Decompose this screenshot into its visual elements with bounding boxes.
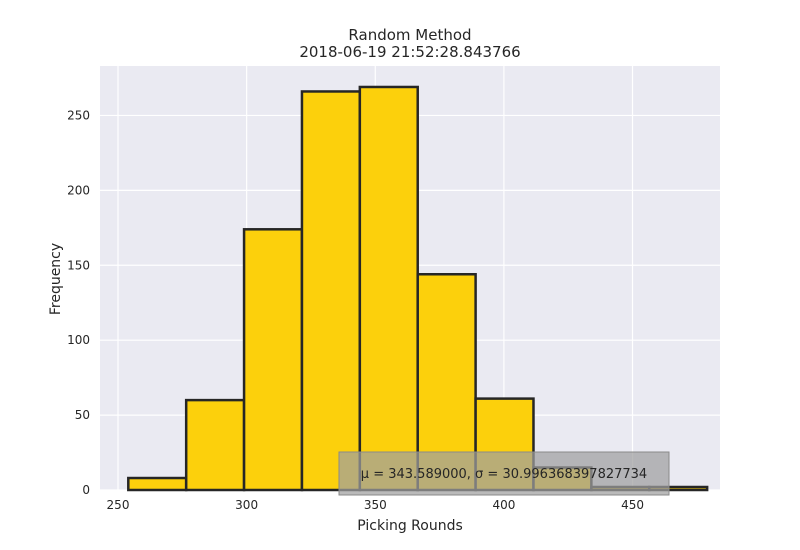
histogram-bar (184, 398, 246, 492)
y-axis-label: Frequency (48, 243, 64, 315)
y-tick-label: 100 (67, 333, 90, 347)
histogram-bar (242, 228, 304, 492)
annotation-box (338, 451, 670, 496)
x-tick-label: 250 (107, 498, 130, 512)
histogram-bar (358, 85, 419, 492)
stats-annotation: μ = 343.589000, σ = 30.996368397827734 (338, 451, 670, 496)
chart-subtitle: 2018-06-19 21:52:28.843766 (299, 43, 520, 61)
x-tick-label: 450 (621, 498, 644, 512)
histogram-bars (127, 85, 709, 492)
y-tick-label: 50 (75, 408, 90, 422)
x-axis-label: Picking Rounds (357, 518, 463, 534)
histogram-bar (127, 476, 188, 492)
y-tick-label: 250 (67, 108, 90, 122)
x-tick-label: 350 (364, 498, 387, 512)
x-axis-ticks: 250 300 350 400 450 (107, 498, 644, 512)
annotation-text: μ = 343.589000, σ = 30.996368397827734 (361, 467, 647, 482)
y-axis-ticks: 0 50 100 150 200 250 (67, 108, 90, 497)
histogram-bar (300, 90, 362, 492)
chart-title: Random Method (348, 26, 471, 44)
y-tick-label: 150 (67, 258, 90, 272)
y-tick-label: 200 (67, 183, 90, 197)
x-tick-label: 400 (492, 498, 515, 512)
y-tick-label: 0 (82, 483, 90, 497)
x-tick-label: 300 (235, 498, 258, 512)
